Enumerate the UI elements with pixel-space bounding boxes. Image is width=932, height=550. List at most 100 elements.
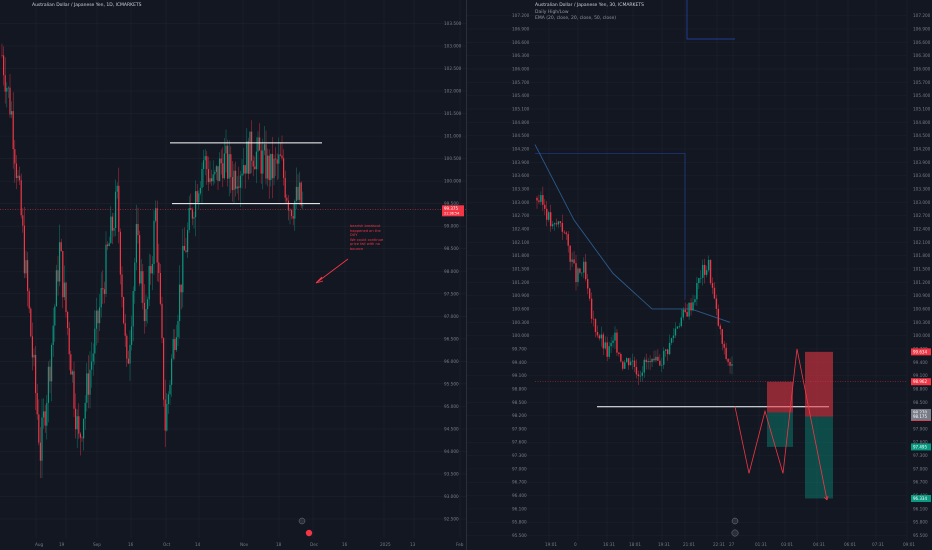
candle-body (63, 282, 65, 298)
candle-body (123, 297, 125, 324)
candle-body (73, 371, 75, 409)
price-badge: 98.962 (911, 378, 931, 386)
candle-body (590, 298, 593, 319)
left-y-axis: 103.500 103.000 102.500 102.000 101.500 101.0… (444, 21, 462, 521)
candle-body (55, 270, 57, 307)
candle-body (206, 156, 208, 170)
y-tick-label: 102.400 (913, 226, 931, 231)
candle-body (148, 266, 150, 300)
y-tick-label-left: 96.400 (512, 493, 527, 498)
candle-body (179, 284, 181, 321)
candle-body (275, 158, 277, 160)
y-tick-label: 101.000 (444, 134, 462, 139)
candle-body (565, 232, 567, 235)
candle-body (156, 208, 158, 263)
y-tick-label: 100.500 (444, 156, 462, 161)
y-tick-label-left: 97.600 (512, 440, 527, 445)
candle-body (86, 373, 88, 403)
indicator-ema[interactable]: EMA (20, close, 20, close, 50, close) (535, 16, 616, 21)
y-tick-label-left: 105.700 (512, 80, 530, 85)
indicator-daily-high-low[interactable]: Daily High/Low (535, 9, 569, 15)
candle-body (102, 288, 104, 290)
candle-body (185, 250, 187, 252)
right-chart-canvas[interactable]: 107.200 106.900 106.600 106.300 106.000 105.7… (467, 0, 932, 550)
y-tick-label-left: 106.900 (512, 26, 530, 31)
candle-body (39, 442, 41, 461)
y-tick-label: 103.600 (913, 173, 931, 178)
y-tick-label: 102.000 (444, 89, 462, 94)
y-tick-label: 106.300 (913, 53, 931, 58)
price-badge-bg (911, 378, 931, 386)
y-tick-label-left: 98.200 (512, 413, 527, 418)
x-tick-label: 22:31 (713, 542, 725, 547)
candle-body (161, 303, 163, 339)
candle-body (620, 354, 622, 362)
candle-body (36, 393, 38, 415)
candle-body (108, 243, 110, 247)
x-tick-label: Nov (240, 542, 249, 547)
candle-body (211, 178, 213, 182)
candle-body (6, 87, 8, 92)
candle-body (553, 223, 556, 225)
candle-body (606, 342, 608, 357)
candle-body (209, 178, 211, 183)
y-tick-label-left: 100.900 (512, 293, 530, 298)
x-tick-label: 03:01 (781, 542, 793, 547)
candle-body (222, 163, 224, 179)
candle-body (4, 75, 6, 92)
candle-body (602, 334, 604, 349)
candle-body (75, 408, 77, 430)
candle-body (281, 155, 283, 159)
candle-body (127, 358, 129, 364)
x-tick-label: 04:31 (813, 542, 825, 547)
candle-body (163, 338, 165, 400)
candle-body (727, 358, 729, 362)
left-chart-pane[interactable]: 103.500 103.000 102.500 102.000 101.500 101.0… (0, 0, 466, 550)
candle-body (247, 141, 249, 174)
right-chart-pane[interactable]: 107.200 106.900 106.600 106.300 106.000 105.7… (466, 0, 932, 550)
x-tick-label: 2025 (380, 542, 391, 547)
candle-body (678, 326, 681, 327)
y-tick-label-left: 97.900 (512, 426, 527, 431)
candle-body (254, 166, 256, 170)
candle-body (142, 271, 144, 303)
candle-body (233, 170, 235, 191)
short-position-2 (805, 351, 833, 499)
y-tick-label-left: 99.100 (512, 373, 527, 378)
candle-body (35, 354, 37, 394)
left-chart-canvas[interactable]: 103.500 103.000 102.500 102.000 101.500 101.0… (0, 0, 466, 550)
candle-body (15, 163, 17, 179)
candle-body (49, 366, 51, 382)
y-tick-label: 99.000 (444, 224, 459, 229)
candle-body (284, 177, 286, 198)
y-tick-label: 92.500 (444, 516, 459, 521)
y-tick-label: 102.100 (913, 240, 931, 245)
candle-body (692, 302, 694, 311)
price-badge-value: 97.495 (913, 444, 927, 449)
y-tick-label: 97.600 (913, 440, 928, 445)
y-tick-label: 105.700 (913, 80, 931, 85)
candle-body (243, 165, 245, 174)
candle-body (227, 145, 229, 179)
candle-body (271, 153, 273, 179)
candle-body (153, 220, 155, 264)
candle-body (155, 208, 157, 221)
candle-body (223, 153, 225, 179)
short-position-1 (767, 381, 793, 447)
price-badge-value: 96.334 (913, 496, 927, 501)
event-flag-icon (731, 517, 739, 525)
price-badge-bg (911, 408, 931, 416)
y-tick-label: 93.500 (444, 471, 459, 476)
candle-body (637, 374, 640, 377)
candle-body (696, 283, 698, 300)
candle-body (33, 354, 35, 358)
candle-body (84, 402, 86, 419)
y-tick-label-left: 102.100 (512, 240, 530, 245)
candle-body (551, 224, 554, 227)
candle-body (715, 298, 718, 309)
y-tick-label-left: 104.200 (512, 146, 530, 151)
candle-body (79, 433, 81, 438)
y-tick-label: 98.000 (444, 269, 459, 274)
y-tick-label: 104.200 (913, 146, 931, 151)
candle-body (719, 325, 721, 330)
